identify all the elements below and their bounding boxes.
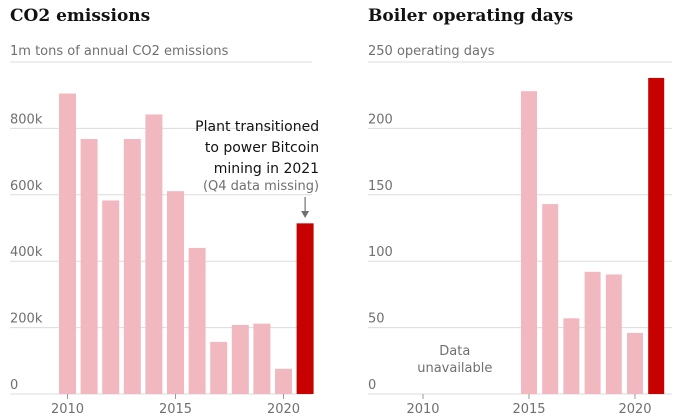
bar [275, 368, 292, 394]
x-tick-label: 2010 [51, 402, 84, 417]
co2-emissions-chart: 0 200k 400k 600k 800k 2010 2015 2020 Plant trans… [10, 61, 319, 417]
x-tick-label: 2010 [406, 402, 439, 417]
bar [521, 91, 537, 394]
x-tick-label: 2015 [159, 402, 192, 417]
annotation-note: (Q4 data missing) [203, 179, 319, 194]
boiler-axis-label: 250 operating days [368, 44, 495, 59]
bar [167, 191, 184, 394]
bar [627, 332, 643, 394]
y-tick-label: 600k [10, 179, 43, 194]
y-tick-label: 50 [368, 312, 385, 327]
y-tick-label: 100 [368, 245, 393, 260]
co2-emissions-panel: CO2 emissions 1m tons of annual CO2 emis… [0, 0, 330, 420]
bar [563, 318, 580, 394]
bar [59, 93, 76, 394]
bar [188, 247, 206, 394]
boiler-days-panel: Boiler operating days 250 operating days… [360, 0, 680, 420]
y-tick-label: 400k [10, 245, 43, 260]
boiler-days-chart: 0 50 100 150 200 2010 2015 2020 Data unavailable [368, 61, 672, 417]
bar [210, 341, 228, 394]
bar [123, 139, 141, 394]
annotation-line: to power Bitcoin [205, 140, 319, 156]
x-tick-label: 2020 [618, 402, 651, 417]
highlight-bar [296, 223, 314, 394]
highlight-bar [648, 77, 665, 394]
y-tick-label: 0 [368, 378, 376, 393]
bar [253, 323, 271, 394]
y-tick-label: 200 [368, 112, 393, 127]
co2-chart-title: CO2 emissions [10, 6, 151, 26]
bar [145, 114, 163, 395]
x-tick-label: 2020 [267, 402, 300, 417]
boiler-chart-title: Boiler operating days [368, 6, 574, 26]
bar [102, 200, 120, 394]
y-tick-label: 150 [368, 179, 393, 194]
missing-data-note: Data [439, 344, 470, 359]
y-tick-label: 200k [10, 312, 43, 327]
x-tick-label: 2015 [512, 402, 545, 417]
bar [605, 274, 622, 394]
co2-axis-label: 1m tons of annual CO2 emissions [10, 44, 229, 59]
missing-data-note: unavailable [417, 361, 492, 376]
annotation-line: Plant transitioned [195, 119, 319, 135]
bar [231, 324, 249, 394]
y-tick-label: 0 [10, 378, 18, 393]
y-tick-label: 800k [10, 112, 43, 127]
bar [542, 204, 559, 394]
bar [80, 139, 98, 394]
bar [584, 271, 601, 394]
annotation-line: mining in 2021 [214, 161, 319, 177]
annotation-arrow-head [301, 211, 310, 218]
